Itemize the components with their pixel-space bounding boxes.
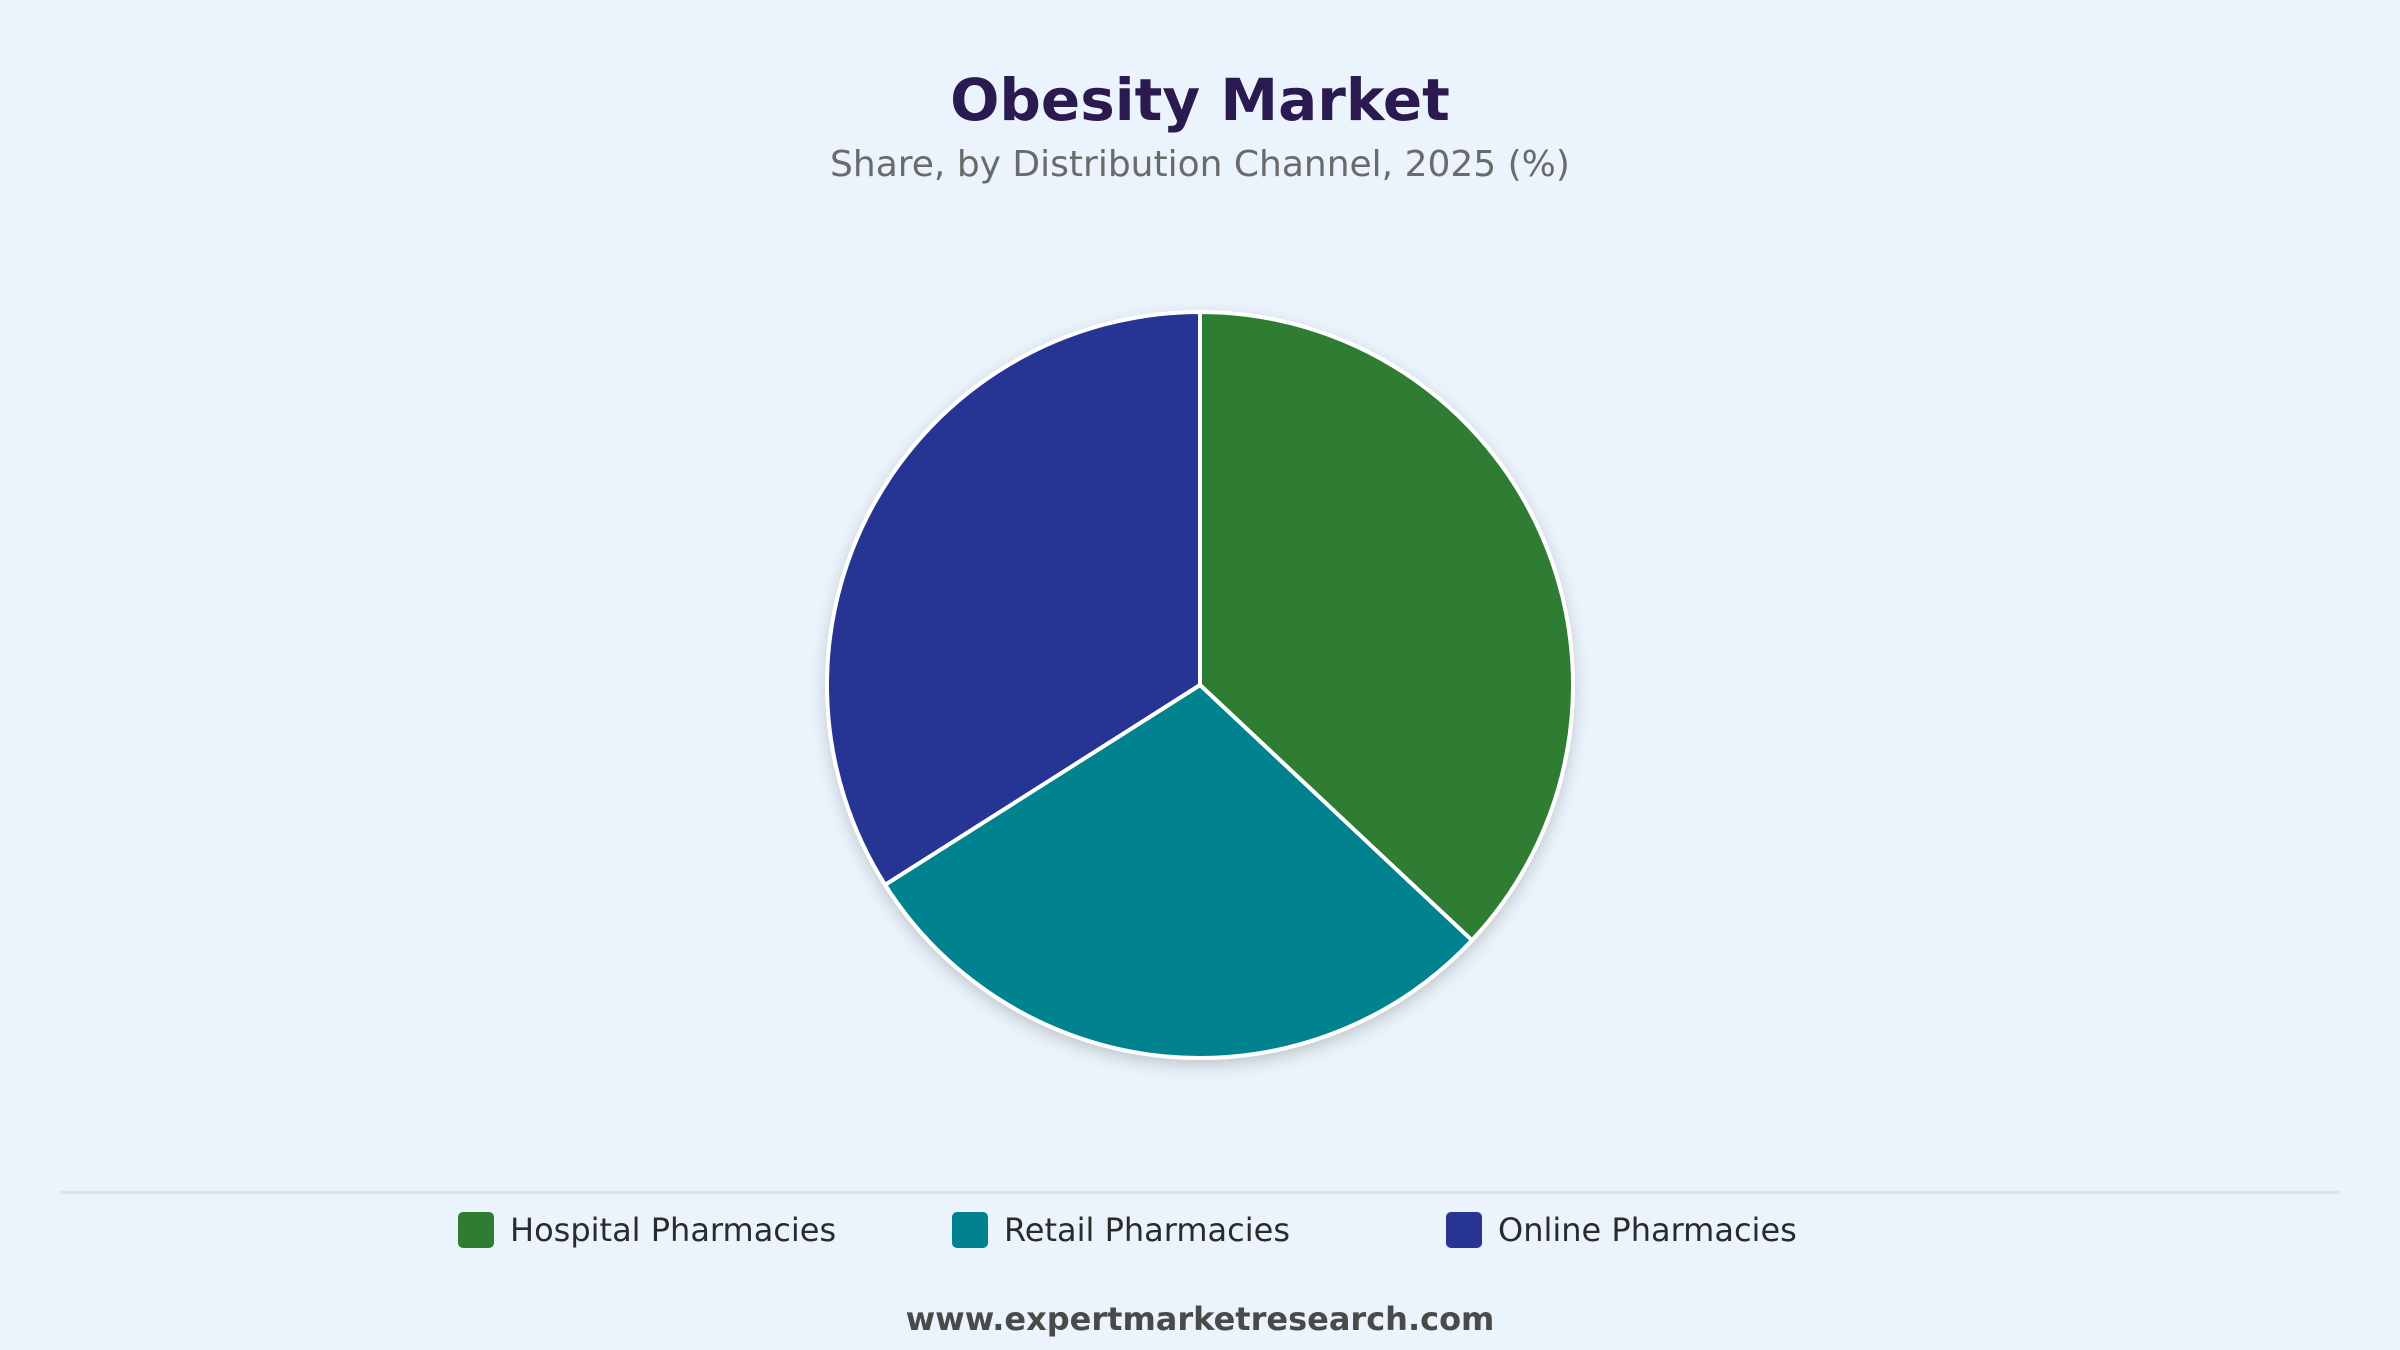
pie-slice-hospital-pharmacies[interactable]	[1198, 310, 1575, 943]
legend-label-retail-pharmacies: Retail Pharmacies	[1004, 1211, 1290, 1249]
legend-swatch-retail-pharmacies	[952, 1212, 988, 1248]
pie-slice-retail-pharmacies[interactable]	[883, 683, 1474, 1060]
legend: Hospital Pharmacies Retail Pharmacies On…	[0, 1208, 2400, 1252]
legend-label-hospital-pharmacies: Hospital Pharmacies	[510, 1211, 837, 1249]
pie-slice-online-pharmacies[interactable]	[825, 310, 1202, 887]
legend-swatch-hospital-pharmacies	[458, 1212, 494, 1248]
legend-item-retail-pharmacies[interactable]: Retail Pharmacies	[952, 1208, 1290, 1252]
legend-item-online-pharmacies[interactable]: Online Pharmacies	[1446, 1208, 1797, 1252]
legend-item-hospital-pharmacies[interactable]: Hospital Pharmacies	[458, 1208, 836, 1252]
legend-swatch-online-pharmacies	[1446, 1212, 1482, 1248]
chart-title: Obesity Market	[950, 66, 1450, 134]
source-url[interactable]: www.expertmarketresearch.com	[905, 1300, 1495, 1338]
legend-divider	[60, 1191, 2340, 1194]
chart-subtitle: Share, by Distribution Channel, 2025 (%)	[830, 144, 1570, 185]
legend-label-online-pharmacies: Online Pharmacies	[1498, 1211, 1797, 1249]
